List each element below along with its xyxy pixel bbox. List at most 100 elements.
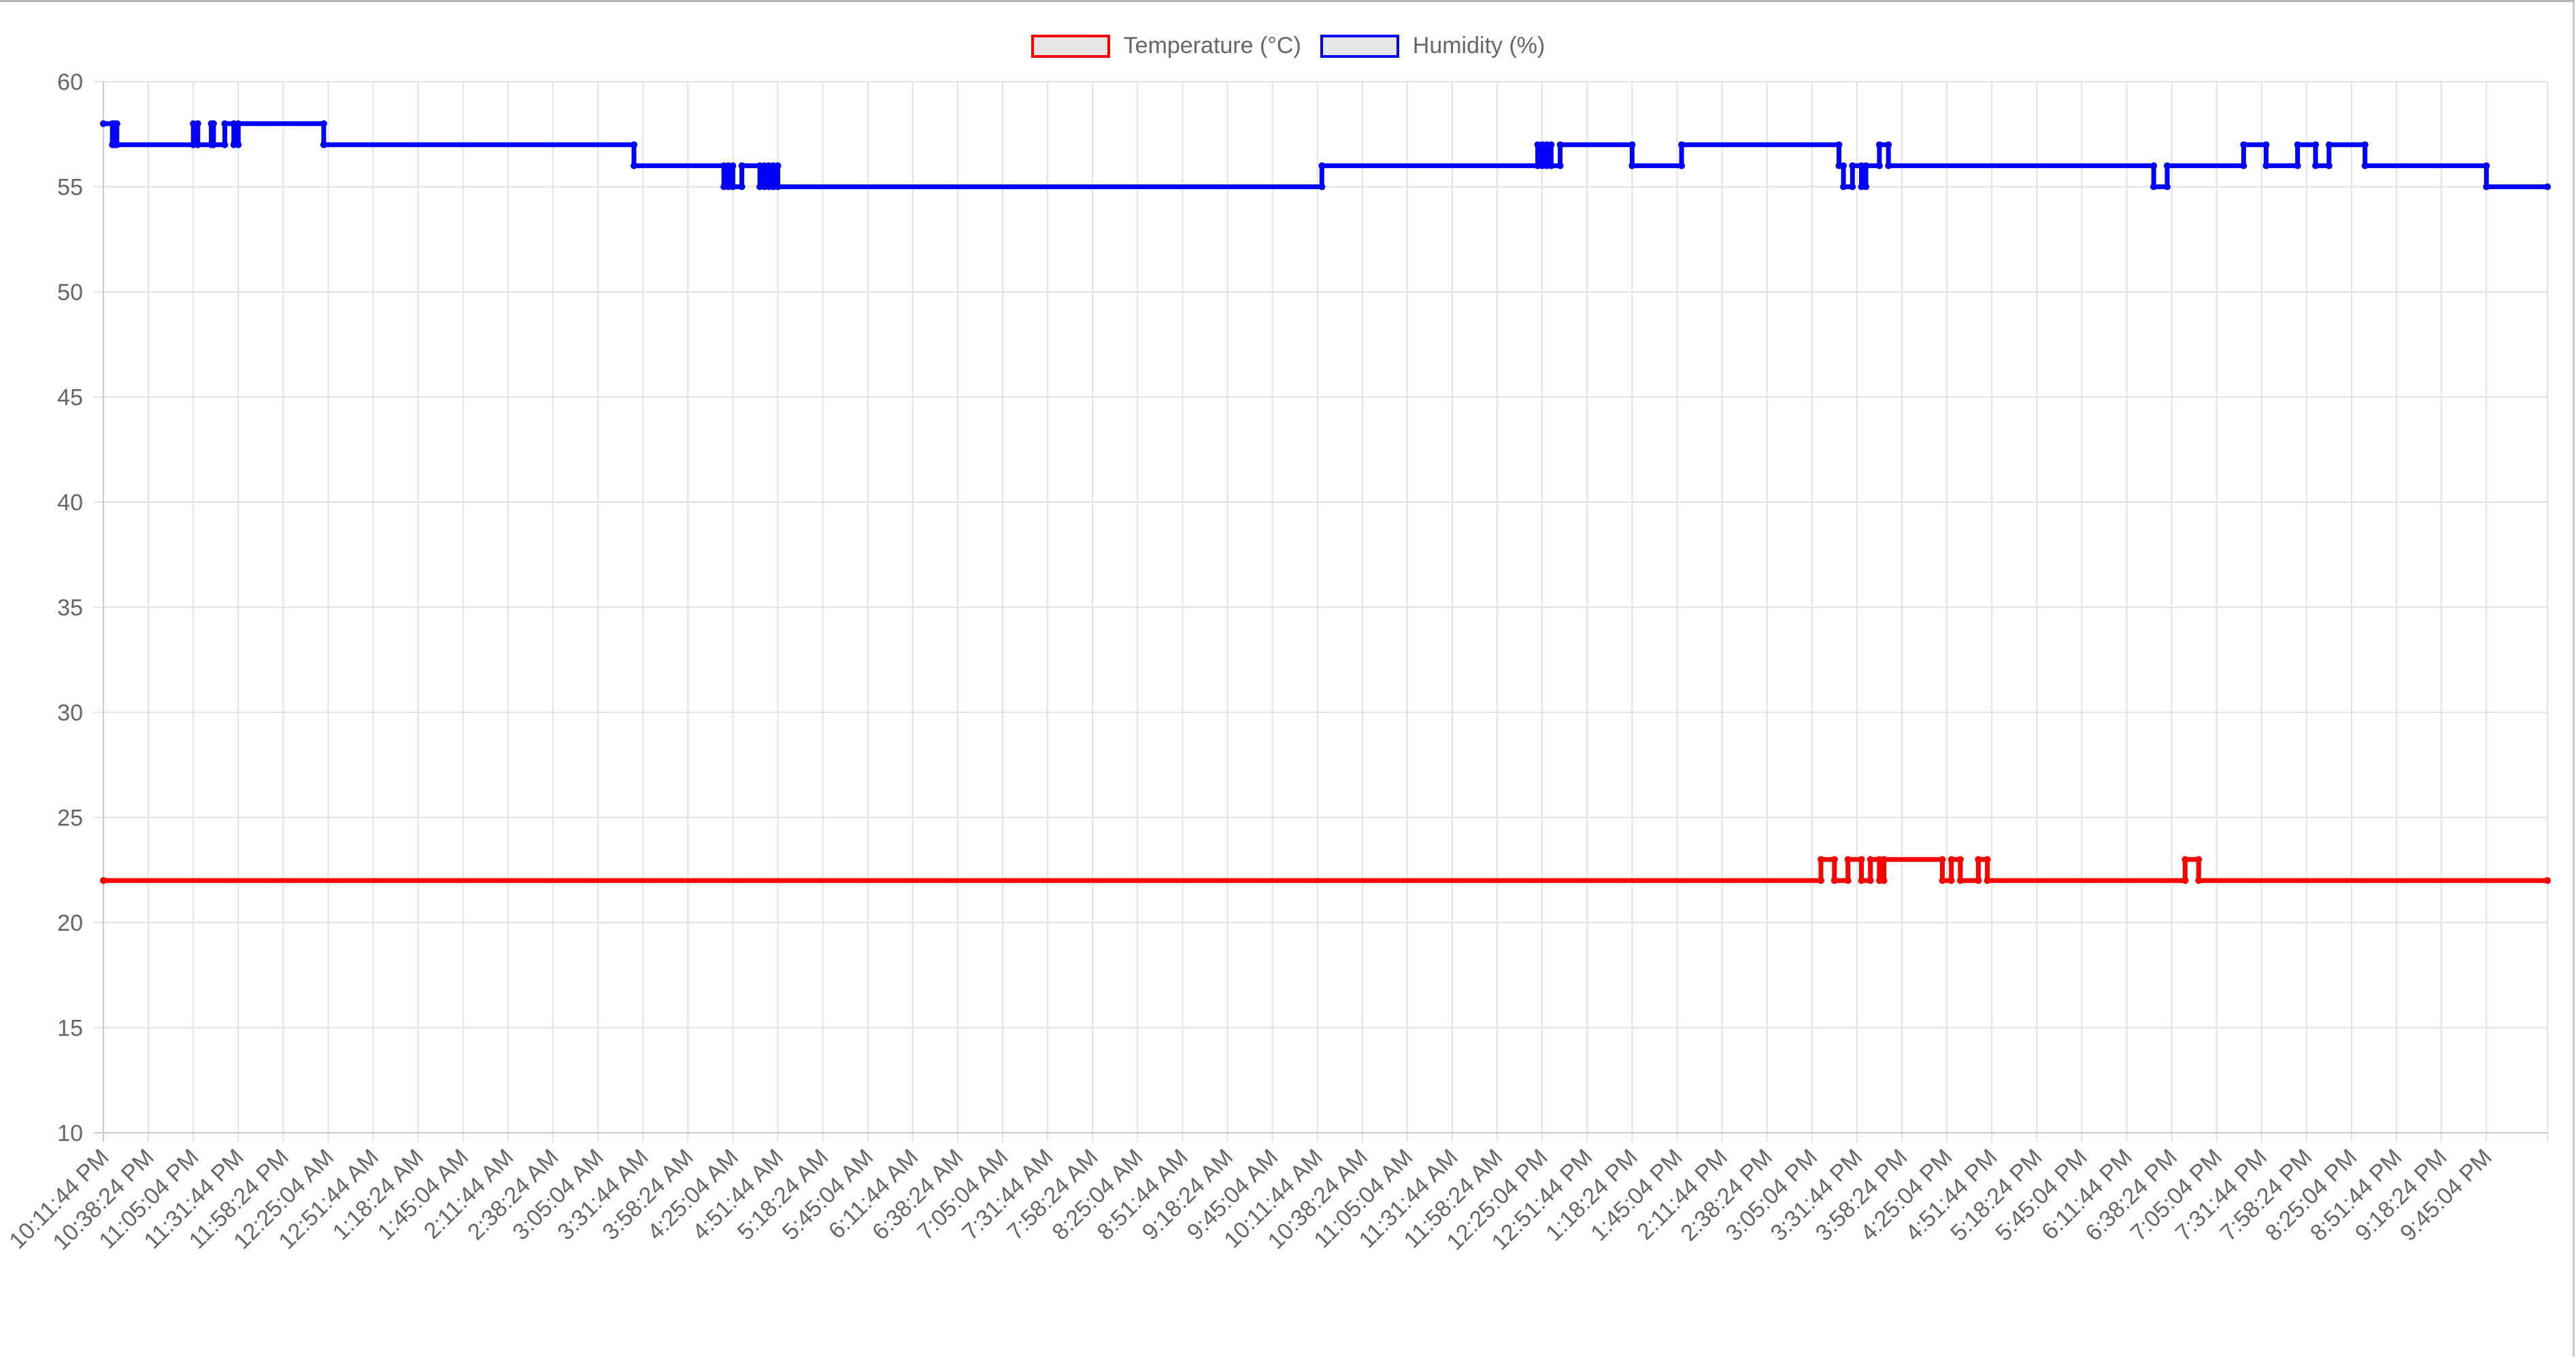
data-point xyxy=(1678,141,1686,148)
data-point xyxy=(2262,141,2270,148)
data-point xyxy=(194,141,201,148)
y-tick-label: 60 xyxy=(57,69,83,95)
data-point xyxy=(100,120,107,127)
data-point xyxy=(2150,183,2158,191)
y-tick-label: 30 xyxy=(57,700,83,726)
y-tick-label: 40 xyxy=(57,490,83,516)
data-point xyxy=(738,183,746,191)
data-point xyxy=(2195,856,2203,863)
data-point xyxy=(729,162,737,169)
data-point xyxy=(1862,162,1870,169)
data-point xyxy=(1880,877,1888,884)
data-point xyxy=(1947,877,1955,884)
data-point xyxy=(1939,877,1946,884)
data-point xyxy=(1858,877,1865,884)
data-point xyxy=(111,120,118,127)
data-point xyxy=(2361,162,2369,169)
data-point xyxy=(1956,877,1964,884)
data-point xyxy=(2163,183,2171,191)
data-point xyxy=(221,141,229,148)
data-point xyxy=(235,141,242,148)
series-line-humidity xyxy=(103,121,2547,189)
legend-item-temperature[interactable]: Temperature (°C) xyxy=(1031,33,1301,59)
data-point xyxy=(774,183,782,191)
data-point xyxy=(2294,162,2301,169)
data-point xyxy=(111,141,118,148)
y-tick-label: 15 xyxy=(57,1016,83,1042)
data-point xyxy=(1862,183,1870,191)
legend-swatch-temperature xyxy=(1031,34,1110,58)
data-point xyxy=(2544,877,2551,884)
legend-label-humidity: Humidity (%) xyxy=(1412,33,1545,59)
data-point xyxy=(1875,162,1883,169)
data-point xyxy=(1318,183,1326,191)
data-point xyxy=(738,162,746,169)
y-tick-label: 25 xyxy=(57,806,83,831)
y-tick-label: 20 xyxy=(57,910,83,936)
data-point xyxy=(1556,141,1564,148)
y-tick-label: 10 xyxy=(57,1121,83,1146)
data-point xyxy=(210,141,217,148)
data-point xyxy=(1858,856,1865,863)
data-point xyxy=(630,141,637,148)
data-point xyxy=(1885,141,1892,148)
data-point xyxy=(1939,856,1946,863)
data-point xyxy=(1975,877,1982,884)
data-point xyxy=(2240,141,2247,148)
y-tick-label: 50 xyxy=(57,280,83,305)
data-point xyxy=(1818,856,1825,863)
data-point xyxy=(1880,856,1888,863)
data-point xyxy=(1984,856,1991,863)
data-point xyxy=(1947,856,1955,863)
data-point xyxy=(1556,162,1564,169)
data-point xyxy=(2163,162,2171,169)
data-point xyxy=(1835,141,1843,148)
data-point xyxy=(2150,162,2158,169)
data-point xyxy=(2483,183,2490,191)
data-point xyxy=(1628,162,1636,169)
data-point xyxy=(235,120,242,127)
data-point xyxy=(2325,141,2332,148)
data-point xyxy=(194,120,201,127)
data-point xyxy=(1956,856,1964,863)
data-point xyxy=(100,877,107,884)
legend-item-humidity[interactable]: Humidity (%) xyxy=(1320,33,1545,59)
data-point xyxy=(1830,877,1838,884)
data-point xyxy=(1867,856,1874,863)
data-point xyxy=(774,162,782,169)
data-point xyxy=(1984,877,1991,884)
data-point xyxy=(2312,162,2320,169)
data-point xyxy=(729,183,737,191)
data-point xyxy=(1318,162,1326,169)
data-point xyxy=(1875,141,1883,148)
data-point xyxy=(1844,877,1852,884)
data-point xyxy=(1548,141,1555,148)
data-point xyxy=(1849,183,1856,191)
data-point xyxy=(2262,162,2270,169)
data-point xyxy=(630,162,637,169)
data-point xyxy=(1830,856,1838,863)
data-point xyxy=(2195,877,2203,884)
data-point xyxy=(320,120,327,127)
data-point xyxy=(2483,162,2490,169)
data-point xyxy=(2361,141,2369,148)
data-point xyxy=(1840,183,1847,191)
data-point xyxy=(2181,856,2189,863)
data-point xyxy=(1628,141,1636,148)
legend-swatch-humidity xyxy=(1320,34,1399,58)
data-point xyxy=(1849,162,1856,169)
data-point xyxy=(2294,141,2301,148)
data-point xyxy=(210,120,217,127)
data-point xyxy=(2325,162,2332,169)
data-point xyxy=(1885,162,1892,169)
data-point xyxy=(1975,856,1982,863)
data-point xyxy=(2312,141,2320,148)
legend: Temperature (°C) Humidity (%) xyxy=(0,33,2576,59)
legend-label-temperature: Temperature (°C) xyxy=(1123,33,1301,59)
data-point xyxy=(1548,162,1555,169)
data-point xyxy=(2240,162,2247,169)
data-point xyxy=(1844,856,1852,863)
series-line-temperature xyxy=(103,857,2547,883)
